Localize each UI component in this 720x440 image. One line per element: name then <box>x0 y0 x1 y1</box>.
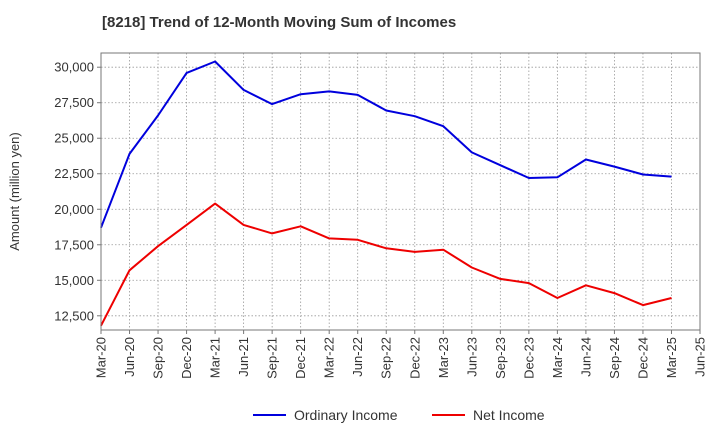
x-tick-label: Mar-21 <box>208 337 223 378</box>
series-line <box>100 60 672 229</box>
x-tick-label: Mar-20 <box>94 337 109 378</box>
y-tick-label: 25,000 <box>54 131 94 146</box>
y-tick-label: 17,500 <box>54 237 94 252</box>
series-layer <box>100 60 672 327</box>
x-axis: Mar-20 Jun-20 Sep-20 Dec-20 Mar-21 Jun-21 Sep-… <box>94 330 708 379</box>
x-tick-label: Mar-24 <box>550 337 565 378</box>
x-tick-label: Mar-25 <box>664 337 679 378</box>
x-tick-label: Dec-21 <box>293 337 308 379</box>
y-tick-label: 27,500 <box>54 95 94 110</box>
x-tick-label: Sep-23 <box>493 337 508 379</box>
y-axis-title: Amount (million yen) <box>7 132 22 251</box>
y-tick-label: 20,000 <box>54 202 94 217</box>
x-tick-label: Mar-23 <box>436 337 451 378</box>
x-tick-label: Jun-23 <box>464 337 479 377</box>
x-tick-label: Jun-21 <box>236 337 251 377</box>
x-tick-label: Dec-20 <box>179 337 194 379</box>
y-axis: 12,500 15,000 17,500 20,000 22,500 25,000 27,5… <box>54 60 101 323</box>
x-tick-label: Sep-20 <box>151 337 166 379</box>
chart-title: [8218] Trend of 12-Month Moving Sum of I… <box>102 14 457 31</box>
plot-frame <box>100 52 701 331</box>
series-line <box>100 202 672 327</box>
x-tick-label: Jun-24 <box>578 337 593 377</box>
x-tick-label: Jun-22 <box>350 337 365 377</box>
y-tick-label: 30,000 <box>54 60 94 75</box>
y-tick-label: 15,000 <box>54 273 94 288</box>
y-tick-label: 22,500 <box>54 166 94 181</box>
grid <box>100 53 701 330</box>
x-tick-label: Sep-22 <box>379 337 394 379</box>
legend-label: Ordinary Income <box>294 407 398 423</box>
x-tick-label: Sep-21 <box>265 337 280 379</box>
y-tick-label: 12,500 <box>54 308 94 323</box>
x-tick-label: Jun-20 <box>122 337 137 377</box>
x-tick-label: Dec-24 <box>635 337 650 379</box>
legend: Ordinary Income Net Income <box>253 407 545 423</box>
x-tick-label: Sep-24 <box>607 337 622 379</box>
x-tick-label: Dec-22 <box>407 337 422 379</box>
x-tick-label: Mar-22 <box>322 337 337 378</box>
x-tick-label: Jun-25 <box>693 337 708 377</box>
x-tick-label: Dec-23 <box>521 337 536 379</box>
legend-label: Net Income <box>473 407 545 423</box>
